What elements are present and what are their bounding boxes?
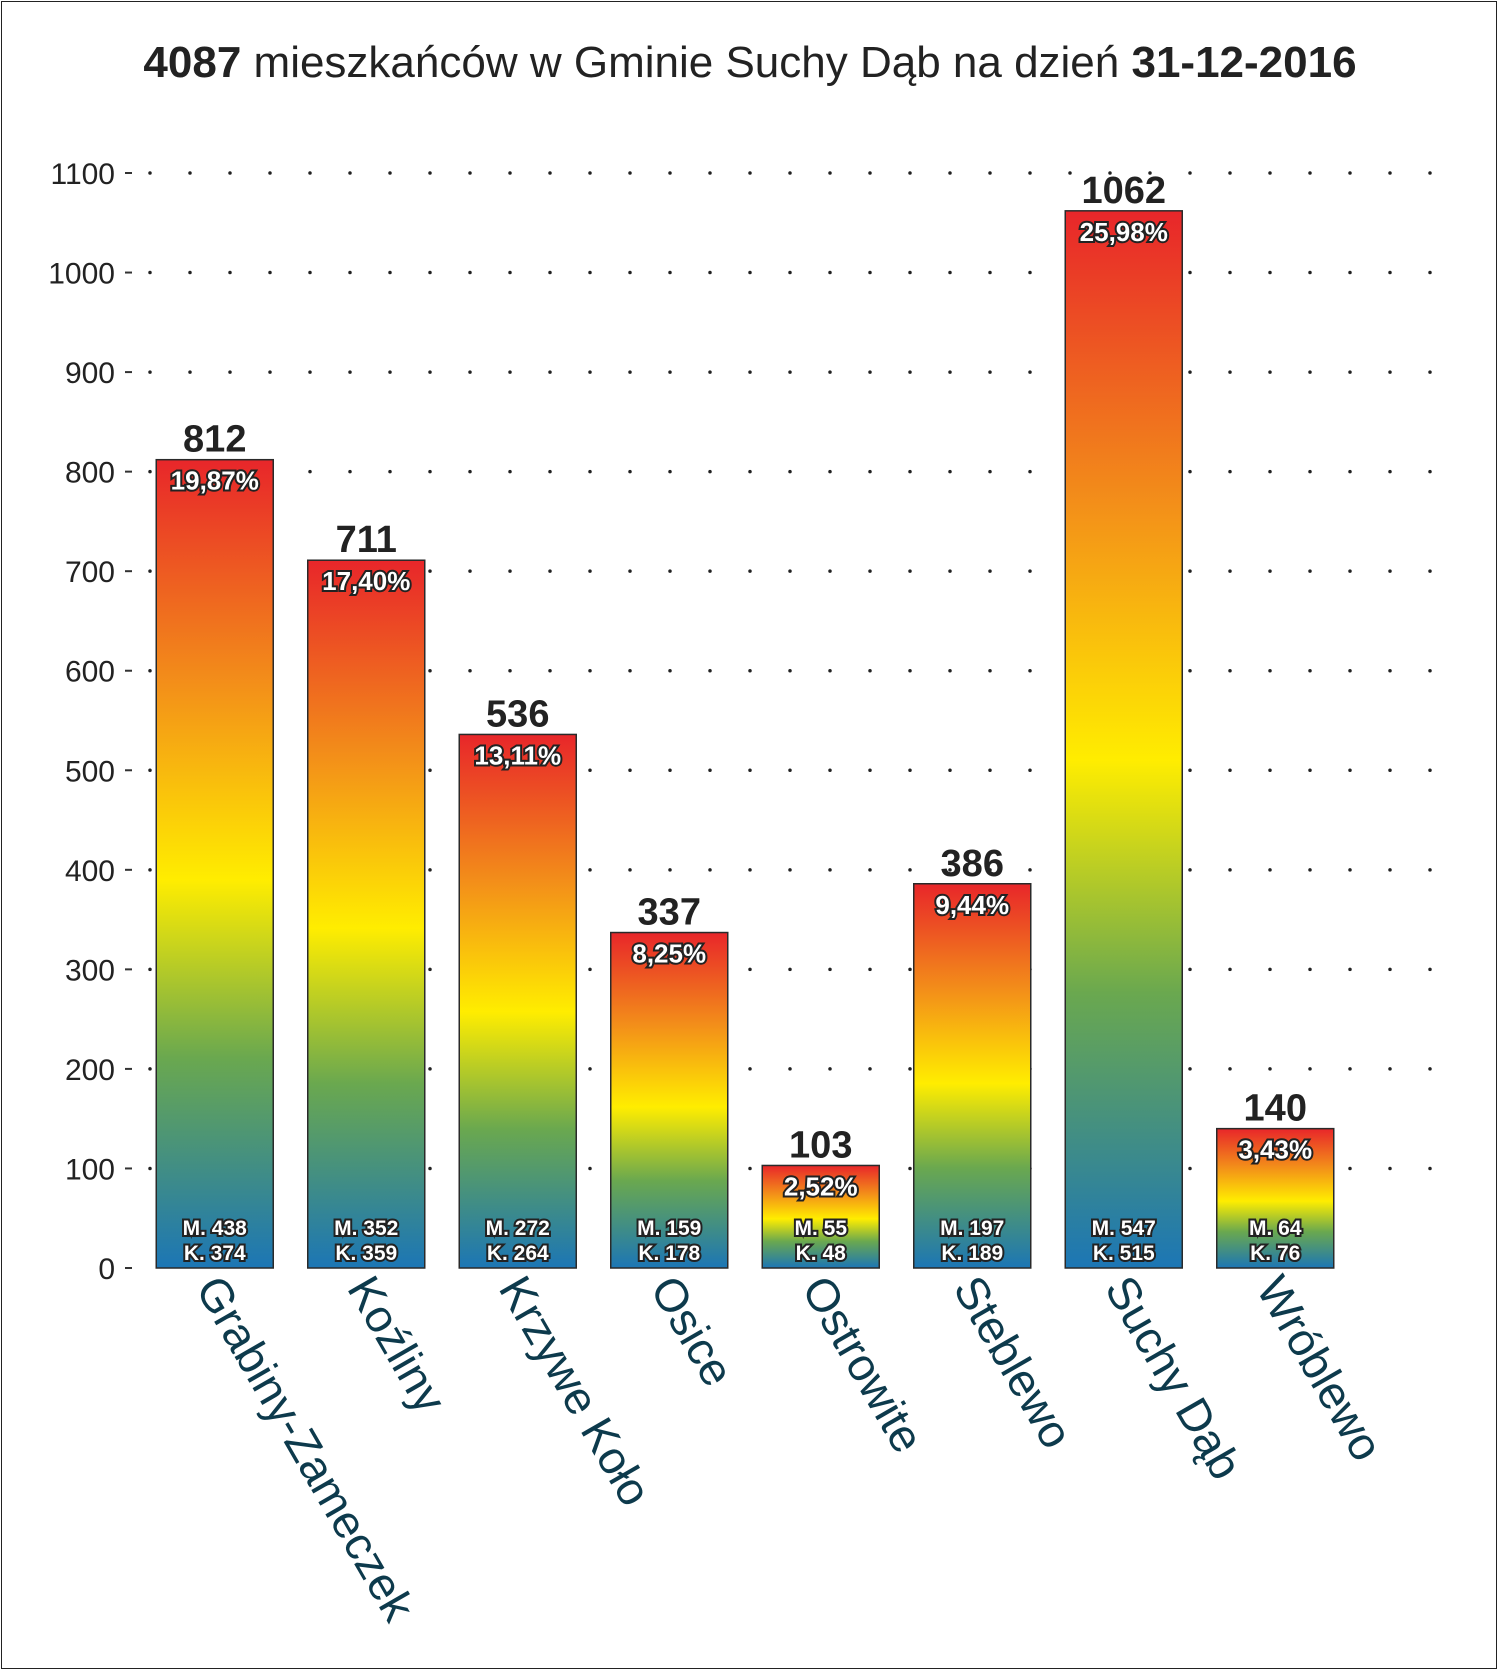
men-count-label: M. 352 [334,1217,398,1240]
y-tick-label: 600 [65,656,115,689]
bar[interactable] [155,458,274,1269]
bar[interactable] [458,733,577,1269]
value-label: 337 [638,892,701,934]
women-count-label: K. 178 [638,1242,700,1265]
bar[interactable] [913,883,1032,1269]
value-label: 140 [1244,1088,1307,1130]
bar[interactable] [761,1164,880,1269]
value-label: 103 [789,1124,852,1166]
bar[interactable] [307,559,426,1269]
women-count-label: K. 76 [1250,1242,1300,1265]
percent-label: 19,87% [171,466,259,496]
women-count-label: K. 48 [796,1242,847,1265]
men-count-label: M. 438 [183,1217,248,1240]
men-count-label: M. 547 [1092,1217,1156,1240]
category-label: Krzywe Koło [489,1267,662,1514]
y-tick-label: 900 [65,357,115,390]
y-tick-label: 400 [65,855,115,888]
category-label: Osice [641,1267,745,1395]
y-tick-label: 200 [65,1054,115,1087]
men-count-label: M. 197 [940,1217,1004,1240]
value-label: 711 [336,519,397,561]
title-count: 4087 [143,38,242,87]
percent-label: 2,52% [784,1171,858,1201]
value-label: 536 [486,693,549,735]
category-label: Steblewo [944,1267,1084,1457]
category-label: Wróblewo [1247,1267,1394,1469]
percent-label: 8,25% [632,939,706,969]
percent-label: 13,11% [474,740,561,770]
women-count-label: K. 374 [184,1242,246,1265]
y-tick-label: 1100 [50,158,115,191]
y-tick-label: 1000 [48,258,115,291]
bar[interactable] [610,931,729,1269]
men-count-label: M. 64 [1249,1217,1302,1240]
women-count-label: K. 264 [487,1242,549,1265]
title-text: mieszkańców w Gminie Suchy Dąb na dzień [241,38,1132,87]
y-tick-label: 100 [65,1153,115,1186]
category-label: Suchy Dąb [1095,1267,1253,1488]
women-count-label: K. 515 [1093,1242,1155,1265]
percent-label: 17,40% [322,566,410,596]
women-count-label: K. 359 [335,1242,397,1265]
men-count-label: M. 159 [637,1217,701,1240]
value-label: 812 [183,419,246,461]
percent-label: 25,98% [1080,217,1168,247]
value-label: 386 [941,843,1004,885]
y-tick-label: 500 [65,755,115,788]
men-count-label: M. 272 [486,1217,550,1240]
category-label: Koźliny [338,1267,457,1421]
bar[interactable] [1216,1127,1335,1269]
y-tick-label: 0 [98,1253,115,1286]
men-count-label: M. 55 [794,1217,847,1240]
women-count-label: K. 189 [941,1242,1003,1265]
category-label: Ostrowite [792,1267,934,1461]
chart-title: 4087 mieszkańców w Gminie Suchy Dąb na d… [0,38,1500,88]
bar[interactable] [1064,210,1183,1269]
value-label: 1062 [1081,170,1166,212]
y-tick-label: 800 [65,457,115,490]
title-date: 31-12-2016 [1131,38,1357,87]
percent-label: 9,44% [935,890,1009,920]
y-tick-label: 700 [65,556,115,589]
y-tick-label: 300 [65,954,115,987]
percent-label: 3,43% [1238,1135,1312,1165]
